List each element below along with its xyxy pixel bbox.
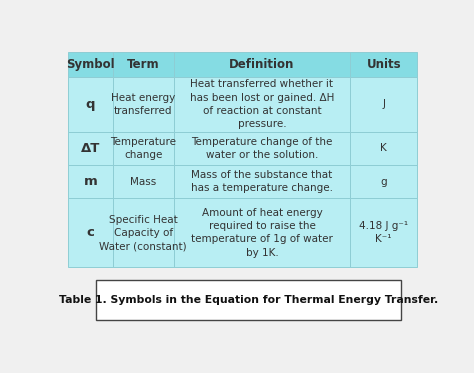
Bar <box>68 52 113 77</box>
Bar <box>113 132 174 165</box>
Text: Term: Term <box>127 58 160 71</box>
Text: Table 1. Symbols in the Equation for Thermal Energy Transfer.: Table 1. Symbols in the Equation for The… <box>59 295 438 305</box>
Bar <box>174 132 350 165</box>
Text: K: K <box>380 143 387 153</box>
Text: Specific Heat
Capacity of
Water (constant): Specific Heat Capacity of Water (constan… <box>100 215 187 251</box>
Bar <box>113 165 174 198</box>
Bar <box>350 77 418 132</box>
Bar <box>174 77 350 132</box>
Bar <box>350 198 418 267</box>
Bar <box>174 198 350 267</box>
Bar <box>68 198 113 267</box>
Text: ΔT: ΔT <box>81 142 100 155</box>
Bar <box>350 52 418 77</box>
Text: q: q <box>86 98 95 111</box>
Text: Definition: Definition <box>229 58 295 71</box>
Bar <box>113 198 174 267</box>
Text: Units: Units <box>366 58 401 71</box>
Bar <box>174 165 350 198</box>
Text: Mass: Mass <box>130 177 156 187</box>
Text: Heat energy
transferred: Heat energy transferred <box>111 93 175 116</box>
Text: Heat transferred whether it
has been lost or gained. ΔH
of reaction at constant
: Heat transferred whether it has been los… <box>190 79 334 129</box>
Text: Amount of heat energy
required to raise the
temperature of 1g of water
by 1K.: Amount of heat energy required to raise … <box>191 208 333 258</box>
Text: Temperature change of the
water or the solution.: Temperature change of the water or the s… <box>191 137 333 160</box>
Bar <box>96 280 401 320</box>
Text: Mass of the substance that
has a temperature change.: Mass of the substance that has a tempera… <box>191 170 333 193</box>
Bar <box>68 132 113 165</box>
Text: 4.18 J g⁻¹
K⁻¹: 4.18 J g⁻¹ K⁻¹ <box>359 221 408 244</box>
Bar <box>113 77 174 132</box>
Text: Symbol: Symbol <box>66 58 115 71</box>
Bar <box>350 132 418 165</box>
Bar <box>174 52 350 77</box>
Text: c: c <box>87 226 94 239</box>
Text: m: m <box>84 175 98 188</box>
Bar <box>68 165 113 198</box>
Text: J: J <box>382 99 385 109</box>
Text: g: g <box>381 177 387 187</box>
Bar <box>350 165 418 198</box>
Bar <box>113 52 174 77</box>
Bar <box>68 77 113 132</box>
Text: Temperature
change: Temperature change <box>110 137 176 160</box>
